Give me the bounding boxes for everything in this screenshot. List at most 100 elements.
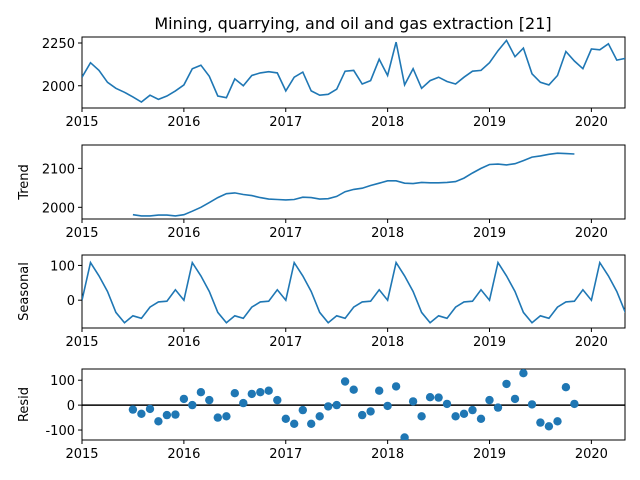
resid-point: [434, 393, 443, 402]
resid-point: [324, 402, 333, 411]
x-tick-label: 2015: [65, 447, 98, 462]
resid-point: [502, 379, 511, 389]
resid-point: [536, 418, 545, 427]
panel-trend: 2015 2016 2017 2018 2019 2020 2000 2100 Trend: [17, 144, 626, 241]
resid-point: [391, 382, 401, 391]
resid-point: [315, 412, 324, 421]
y-axis-label: Resid: [17, 387, 32, 422]
x-tick-label: 2016: [167, 335, 200, 350]
resid-point: [154, 417, 163, 426]
resid-point: [553, 417, 562, 426]
resid-point: [264, 386, 273, 395]
x-tick-label: 2015: [65, 115, 98, 130]
resid-point: [570, 399, 579, 409]
resid-point: [298, 405, 307, 415]
resid-point: [281, 414, 290, 423]
resid-point: [400, 433, 409, 440]
resid-point: [213, 413, 222, 422]
x-tick-label: 2020: [575, 115, 608, 130]
x-tick-label: 2015: [65, 226, 98, 241]
resid-point: [544, 422, 554, 431]
x-tick-label: 2017: [269, 447, 302, 462]
resid-point: [476, 414, 486, 423]
resid-point: [247, 389, 256, 399]
resid-point: [188, 400, 197, 410]
x-tick-label: 2018: [371, 226, 404, 241]
x-tick-label: 2016: [167, 447, 200, 462]
resid-point: [375, 386, 384, 395]
resid-point: [417, 412, 426, 421]
panel-resid: 2015 2016 2017 2018 2019 2020 -100 0 100 Resid: [17, 368, 626, 462]
panel-seasonal: 2015 2016 2017 2018 2019 2020 0 100 Seasonal: [17, 254, 626, 350]
y-tick-label: 2000: [42, 201, 75, 216]
resid-point: [468, 405, 477, 415]
x-tick-label: 2018: [371, 115, 404, 130]
x-tick-label: 2019: [473, 335, 506, 350]
y-tick-label: 0: [67, 294, 75, 309]
resid-point: [349, 385, 358, 394]
x-tick-label: 2019: [473, 447, 506, 462]
x-tick-label: 2015: [65, 335, 98, 350]
axes-frame: [81, 36, 626, 109]
resid-point: [290, 419, 299, 428]
axes-frame: [81, 254, 626, 329]
x-tick-label: 2017: [269, 226, 302, 241]
series-line-trend: [132, 152, 575, 217]
chart-title: Mining, quarrying, and oil and gas extra…: [154, 14, 551, 33]
resid-point: [408, 397, 418, 406]
resid-point: [230, 389, 239, 398]
resid-point: [162, 410, 172, 420]
y-tick-label: 100: [50, 259, 75, 274]
axes-frame: [81, 144, 626, 220]
series-line-observed: [82, 38, 625, 103]
panel-observed: 2015 2016 2017 2018 2019 2020 2000 2250: [42, 36, 626, 130]
panels: 2015 2016 2017 2018 2019 2020 2000 2250 2015 2016…: [17, 36, 626, 462]
resid-point: [222, 412, 231, 421]
resid-point: [383, 401, 392, 411]
resid-point: [485, 395, 494, 405]
series-line-seasonal: [82, 260, 625, 324]
y-tick-label: 100: [50, 374, 75, 389]
resid-point: [332, 400, 341, 410]
x-tick-label: 2018: [371, 447, 404, 462]
y-tick-label: -100: [45, 424, 75, 439]
resid-point: [459, 409, 469, 418]
resid-point: [510, 394, 520, 404]
resid-point: [128, 405, 138, 414]
resid-point: [425, 393, 435, 402]
y-tick-label: 0: [67, 399, 75, 414]
resid-point: [239, 398, 248, 408]
resid-point: [366, 407, 375, 416]
resid-point: [273, 395, 282, 405]
y-tick-label: 2100: [42, 162, 75, 177]
x-tick-label: 2016: [167, 115, 200, 130]
resid-point: [451, 412, 460, 421]
resid-point: [256, 388, 265, 397]
resid-point: [358, 410, 367, 420]
resid-point: [137, 409, 146, 418]
resid-point: [527, 400, 537, 409]
resid-point: [171, 410, 180, 419]
x-tick-label: 2020: [575, 226, 608, 241]
x-tick-label: 2020: [575, 335, 608, 350]
x-tick-label: 2019: [473, 115, 506, 130]
resid-point: [196, 388, 206, 397]
x-tick-label: 2019: [473, 226, 506, 241]
x-tick-label: 2017: [269, 115, 302, 130]
resid-point: [307, 419, 316, 428]
x-tick-label: 2017: [269, 335, 302, 350]
resid-point: [561, 383, 571, 392]
resid-point: [493, 403, 503, 412]
resid-point: [145, 404, 155, 414]
y-tick-label: 2000: [42, 80, 75, 95]
y-axis-label: Seasonal: [17, 262, 32, 321]
resid-point: [205, 395, 214, 405]
y-tick-label: 2250: [42, 37, 75, 52]
resid-point: [519, 369, 528, 378]
x-tick-label: 2020: [575, 447, 608, 462]
x-tick-label: 2016: [167, 226, 200, 241]
resid-point: [179, 394, 189, 404]
y-axis-label: Trend: [17, 164, 32, 201]
x-tick-label: 2018: [371, 335, 404, 350]
